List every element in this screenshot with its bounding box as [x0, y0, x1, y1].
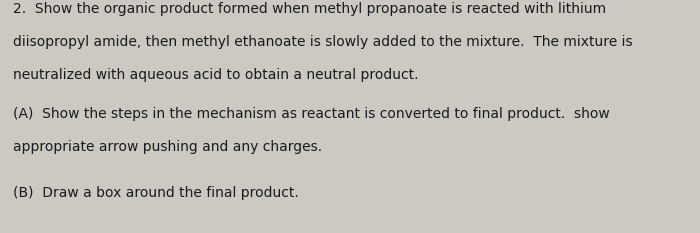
Text: neutralized with aqueous acid to obtain a neutral product.: neutralized with aqueous acid to obtain … [13, 68, 418, 82]
Text: 2.  Show the organic product formed when methyl propanoate is reacted with lithi: 2. Show the organic product formed when … [13, 2, 606, 16]
Text: (A)  Show the steps in the mechanism as reactant is converted to final product. : (A) Show the steps in the mechanism as r… [13, 107, 609, 121]
Text: diisopropyl amide, then methyl ethanoate is slowly added to the mixture.  The mi: diisopropyl amide, then methyl ethanoate… [13, 35, 632, 49]
Text: appropriate arrow pushing and any charges.: appropriate arrow pushing and any charge… [13, 140, 322, 154]
Text: (B)  Draw a box around the final product.: (B) Draw a box around the final product. [13, 186, 298, 200]
